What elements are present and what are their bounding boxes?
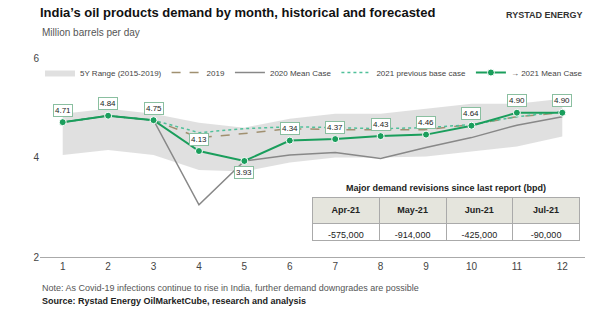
svg-text:6: 6: [287, 261, 293, 272]
svg-text:4: 4: [196, 261, 202, 272]
svg-text:12: 12: [557, 261, 569, 272]
svg-text:Apr-21: Apr-21: [332, 205, 361, 215]
svg-text:-575,000: -575,000: [328, 230, 364, 240]
svg-text:4.64: 4.64: [463, 109, 479, 118]
svg-text:3: 3: [151, 261, 157, 272]
svg-text:Jul-21: Jul-21: [533, 205, 559, 215]
svg-text:7: 7: [332, 261, 338, 272]
svg-text:4.46: 4.46: [418, 118, 434, 127]
svg-text:2021 previous base case: 2021 previous base case: [376, 69, 466, 78]
svg-text:2020 Mean Case: 2020 Mean Case: [270, 69, 331, 78]
svg-text:5Y Range (2015-2019): 5Y Range (2015-2019): [80, 69, 162, 78]
svg-text:4.13: 4.13: [191, 135, 207, 144]
svg-text:6: 6: [33, 53, 39, 64]
svg-text:2: 2: [105, 261, 111, 272]
svg-text:4: 4: [33, 152, 39, 163]
svg-text:5: 5: [242, 261, 248, 272]
svg-text:Major demand revisions since l: Major demand revisions since last report…: [346, 183, 546, 193]
svg-text:4.43: 4.43: [373, 120, 389, 129]
svg-text:RYSTAD ENERGY: RYSTAD ENERGY: [506, 10, 583, 20]
svg-text:3.93: 3.93: [236, 168, 252, 177]
svg-text:8: 8: [378, 261, 384, 272]
svg-text:Source: Rystad Energy OilMarke: Source: Rystad Energy OilMarketCube, res…: [42, 296, 306, 306]
svg-text:4.90: 4.90: [509, 96, 525, 105]
svg-text:2: 2: [33, 252, 39, 263]
svg-text:India’s oil products demand by: India’s oil products demand by month, hi…: [40, 5, 435, 20]
svg-text:1: 1: [60, 261, 66, 272]
svg-text:4.37: 4.37: [327, 123, 343, 132]
svg-text:Million barrels per day: Million barrels per day: [42, 27, 140, 38]
svg-text:4.34: 4.34: [282, 124, 298, 133]
svg-text:10: 10: [466, 261, 478, 272]
svg-text:May-21: May-21: [397, 205, 428, 215]
svg-text:9: 9: [423, 261, 429, 272]
svg-text:-425,000: -425,000: [462, 230, 498, 240]
svg-text:Note: As Covid-19 infections c: Note: As Covid-19 infections continue to…: [42, 283, 419, 293]
svg-text:4.71: 4.71: [55, 106, 71, 115]
svg-text:-90,000: -90,000: [531, 230, 562, 240]
svg-text:4.90: 4.90: [554, 96, 570, 105]
svg-text:4.75: 4.75: [146, 104, 162, 113]
svg-text:→ 2021 Mean Case: → 2021 Mean Case: [511, 69, 583, 78]
svg-text:2019: 2019: [207, 69, 225, 78]
svg-text:Jun-21: Jun-21: [465, 205, 494, 215]
svg-text:-914,000: -914,000: [395, 230, 431, 240]
svg-text:11: 11: [512, 261, 523, 272]
svg-text:4.84: 4.84: [100, 99, 116, 108]
